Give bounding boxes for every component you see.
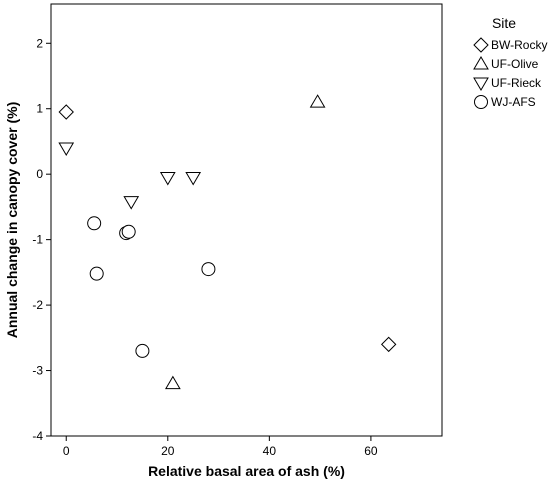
data-point	[380, 336, 397, 353]
data-point	[121, 224, 136, 239]
data-point	[58, 104, 74, 120]
legend-marker	[473, 37, 489, 53]
series-wj-afs	[87, 216, 216, 358]
legend-label: WJ-AFS	[491, 95, 536, 109]
series-uf-olive	[164, 94, 326, 390]
legend-item: UF-Olive	[473, 56, 539, 71]
y-tick-label: 1	[36, 102, 43, 116]
plot-area: 2 1 0 -1 -2 -3 -4 0 20 40 60	[32, 3, 443, 458]
legend: Site BW-Rocky UF-Olive UF-Rieck WJ-AFS	[473, 15, 547, 109]
y-tick-label: -2	[32, 298, 43, 312]
data-point	[58, 142, 75, 156]
legend-item: UF-Rieck	[473, 76, 542, 91]
legend-item: BW-Rocky	[473, 37, 547, 53]
y-tick-label: -4	[32, 429, 43, 443]
data-point	[164, 375, 181, 390]
data-point	[89, 266, 104, 281]
legend-marker	[474, 95, 488, 109]
legend-marker	[473, 77, 489, 91]
legend-title: Site	[492, 15, 516, 31]
x-axis-title: Relative basal area of ash (%)	[148, 463, 345, 479]
data-point	[123, 196, 140, 210]
data-point	[87, 216, 102, 231]
data-point	[135, 343, 150, 358]
legend-item: WJ-AFS	[474, 95, 536, 109]
x-tick-label: 0	[63, 444, 70, 458]
legend-label: UF-Olive	[491, 57, 539, 71]
y-axis-title: Annual change in canopy cover (%)	[4, 102, 20, 339]
legend-marker	[473, 56, 489, 70]
legend-label: UF-Rieck	[491, 76, 542, 90]
x-tick-label: 40	[263, 444, 277, 458]
data-point	[185, 171, 202, 186]
legend-label: BW-Rocky	[491, 38, 547, 52]
data-point	[159, 171, 176, 186]
y-tick-label: 0	[36, 167, 43, 181]
x-tick-label: 20	[161, 444, 175, 458]
y-tick-label: -1	[32, 233, 43, 247]
y-tick-label: -3	[32, 364, 43, 378]
data-point	[201, 262, 216, 277]
x-tick-label: 60	[364, 444, 378, 458]
data-point	[309, 94, 326, 108]
series-uf-rieck	[58, 142, 202, 210]
series-bw-rocky	[58, 104, 397, 353]
y-tick-label: 2	[36, 36, 43, 50]
plot-frame	[50, 3, 443, 437]
